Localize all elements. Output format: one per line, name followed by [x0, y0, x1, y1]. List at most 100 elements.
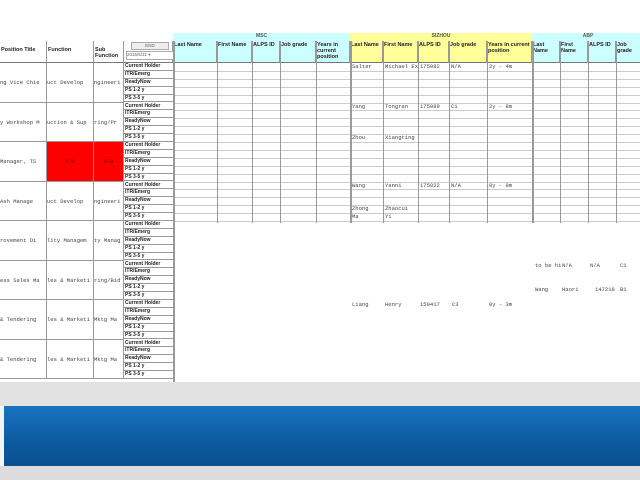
sub-function-cell[interactable]: N/A [94, 142, 124, 182]
position-title[interactable]: Manager, TS [0, 142, 47, 182]
column-header: Last Name [532, 41, 560, 63]
entry-cell[interactable]: 175082 [420, 63, 440, 70]
position-title[interactable]: Ash Manage [0, 181, 47, 221]
status-itr-emerg: ITR/Emerg [124, 308, 173, 316]
function-cell[interactable]: uct Develop [47, 181, 94, 221]
column-header: Last Name [350, 41, 383, 63]
spreadsheet[interactable]: Position Title Function Sub Function END 201… [0, 0, 640, 382]
loose-text: C3 [452, 301, 459, 308]
position-title[interactable]: & Tendering [0, 300, 47, 340]
status-ps-1-2-y: PS 1-2 y [124, 284, 173, 293]
loose-text: Liang [352, 301, 369, 308]
sub-function-cell[interactable]: Mktg Ma [94, 300, 124, 340]
grid-line [173, 86, 640, 88]
function-cell[interactable]: les & Marketi [47, 339, 94, 379]
column-header: Job grade [280, 41, 316, 63]
function-cell[interactable]: les & Marketi [47, 260, 94, 300]
loose-text: B1 [620, 286, 627, 293]
status-ps-3-5-y: PS 3-5 y [124, 371, 173, 379]
bottom-bar [0, 466, 640, 480]
entry-cell[interactable]: 175022 [420, 181, 440, 189]
grid-line [449, 41, 450, 223]
position-title[interactable]: rovement Di [0, 221, 47, 261]
entry-cell[interactable]: N/A [451, 63, 461, 70]
entry-cell[interactable]: Salter [352, 63, 372, 70]
end-button[interactable]: END [131, 42, 169, 50]
grid-line [173, 78, 640, 80]
grid-line [173, 118, 640, 120]
grid-line [173, 213, 640, 215]
header-function: Function [47, 41, 94, 63]
column-header: ALPS ID [418, 41, 449, 63]
entry-cell[interactable]: Zhou [352, 134, 366, 142]
status-current-holder: Current Holder [124, 63, 173, 71]
status-readynow: ReadyNow [124, 237, 173, 245]
group-header-msc: MSC [173, 33, 350, 41]
grid-line [418, 41, 419, 223]
status-readynow: ReadyNow [124, 355, 173, 364]
entry-cell[interactable]: Yi [385, 213, 392, 221]
column-header: First Name [383, 41, 418, 63]
status-itr-emerg: ITR/Emerg [124, 268, 173, 277]
entry-cell[interactable]: N/A [451, 181, 461, 189]
entry-cell[interactable]: 2y - 4m [489, 63, 513, 70]
entry-cell[interactable]: Zhaocui [385, 205, 409, 213]
status-itr-emerg: ITR/Emerg [124, 189, 173, 198]
status-ps-3-5-y: PS 3-5 y [124, 174, 173, 182]
grid-line [173, 102, 640, 104]
entry-cell[interactable]: Wang [352, 181, 366, 189]
grid-line [588, 41, 589, 223]
function-cell[interactable]: uction & Sup [47, 102, 94, 142]
status-current-holder: Current Holder [124, 103, 173, 111]
function-cell[interactable]: uct Develop [47, 63, 94, 103]
sub-function-cell[interactable]: ty Manag [94, 221, 124, 261]
position-title[interactable]: ess Sales Ma [0, 260, 47, 300]
entry-cell[interactable]: Michael Ex [385, 63, 418, 70]
entry-cell[interactable]: Xiangting [385, 134, 415, 142]
header-position-title: Position Title [0, 41, 47, 63]
grid-line [173, 181, 640, 183]
entry-cell[interactable]: 0y - 9m [489, 181, 513, 189]
status-itr-emerg: ITR/Emerg [124, 229, 173, 237]
sub-function-cell[interactable]: ngineeri [94, 181, 124, 221]
status-readynow: ReadyNow [124, 276, 173, 285]
loose-text: Henry [385, 301, 402, 308]
sub-function-cell[interactable]: Mktg Ma [94, 339, 124, 379]
column-header: First Name [560, 41, 588, 63]
status-ps-1-2-y: PS 1-2 y [124, 205, 173, 214]
entry-cell[interactable]: Zhong [352, 205, 369, 213]
entry-cell[interactable]: Tongren [385, 102, 409, 110]
function-cell[interactable]: lity Managem [47, 221, 94, 261]
sub-function-cell[interactable]: ngineeri [94, 63, 124, 103]
grid-line [173, 189, 640, 191]
column-header: Years in current position [316, 41, 350, 63]
status-ps-3-5-y: PS 3-5 y [124, 292, 173, 300]
status-itr-emerg: ITR/Emerg [124, 347, 173, 356]
status-ps-3-5-y: PS 3-5 y [124, 332, 173, 340]
loose-text: C1 [620, 262, 627, 269]
entry-cell[interactable]: Yanni [385, 181, 402, 189]
position-title[interactable]: y Workshop M [0, 102, 47, 142]
status-readynow: ReadyNow [124, 118, 173, 127]
column-header: Job grade [449, 41, 487, 63]
function-cell[interactable]: les & Marketi [47, 300, 94, 340]
entry-cell[interactable]: Ma [352, 213, 359, 221]
group-header-abp: ABP [532, 33, 640, 41]
position-title[interactable]: & Tendering [0, 339, 47, 379]
status-readynow: ReadyNow [124, 79, 173, 87]
status-itr-emerg: ITR/Emerg [124, 71, 173, 79]
date-select[interactable]: 2015/5/31 ▾ [126, 51, 174, 60]
entry-cell[interactable]: 175089 [420, 102, 440, 110]
entry-cell[interactable]: 2y - 8m [489, 102, 513, 110]
grid-line [173, 173, 640, 175]
sub-function-cell[interactable]: ring/Pr [94, 102, 124, 142]
position-title[interactable]: ng Vice Chie [0, 63, 47, 103]
status-ps-3-5-y: PS 3-5 y [124, 213, 173, 221]
entry-cell[interactable]: Yang [352, 102, 366, 110]
function-cell[interactable]: N/A [47, 142, 94, 182]
sub-function-cell[interactable]: ring/Bid [94, 260, 124, 300]
status-ps-3-5-y: PS 3-5 y [124, 95, 173, 103]
entry-cell[interactable]: C1 [451, 102, 458, 110]
grid-line [173, 165, 640, 167]
status-ps-3-5-y: PS 3-5 y [124, 253, 173, 261]
